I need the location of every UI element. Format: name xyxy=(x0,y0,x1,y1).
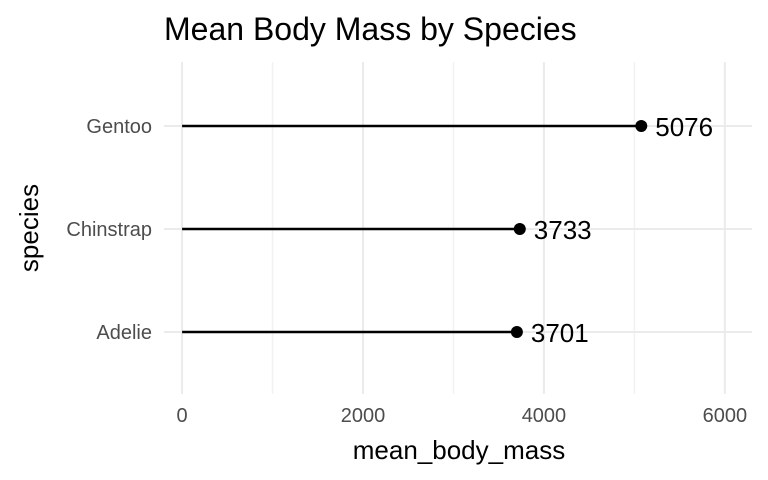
x-tick-label: 0 xyxy=(177,405,188,427)
y-tick-label: Adelie xyxy=(96,322,152,344)
y-tick-label: Gentoo xyxy=(86,116,152,138)
lollipop-point xyxy=(513,223,526,235)
data-label: 3733 xyxy=(534,215,592,245)
x-axis-title: mean_body_mass xyxy=(353,435,565,465)
lollipop-point xyxy=(635,120,648,132)
x-tick-labels: 0 2000 4000 6000 xyxy=(177,405,748,427)
x-tick-label: 2000 xyxy=(341,405,386,427)
x-tick-label: 6000 xyxy=(703,405,748,427)
y-tick-labels: Adelie Chinstrap Gentoo xyxy=(66,116,152,344)
lollipop-point xyxy=(510,326,523,338)
data-label: 3701 xyxy=(531,318,589,348)
y-tick-label: Chinstrap xyxy=(66,219,152,241)
chart-marks: 3701 3733 5076 xyxy=(182,112,713,348)
y-axis-title: species xyxy=(14,184,44,272)
x-tick-label: 4000 xyxy=(522,405,567,427)
data-label: 5076 xyxy=(655,112,713,142)
chart-title: Mean Body Mass by Species xyxy=(164,11,577,47)
